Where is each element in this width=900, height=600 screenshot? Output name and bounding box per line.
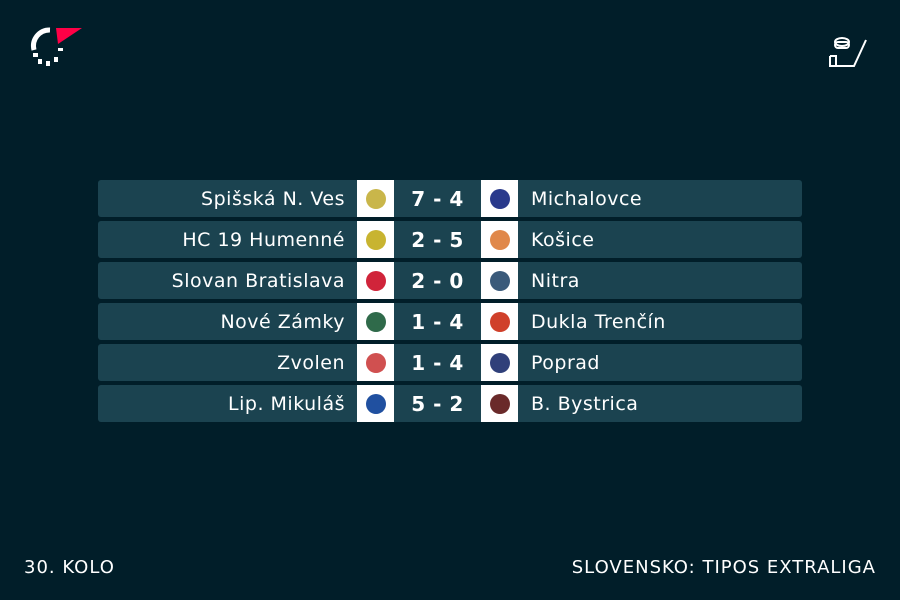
hockey-icon[interactable] bbox=[828, 36, 868, 68]
away-team-logo bbox=[481, 344, 518, 381]
round-label: 30. KOLO bbox=[24, 557, 115, 578]
score: 1 - 4 bbox=[411, 309, 464, 334]
home-team-logo bbox=[357, 385, 394, 422]
match-row[interactable]: HC 19 Humenné 2 - 5 Košice bbox=[98, 221, 802, 258]
home-team-logo bbox=[357, 303, 394, 340]
home-team-logo bbox=[357, 344, 394, 381]
score: 2 - 5 bbox=[411, 227, 464, 252]
team-logo-icon bbox=[365, 393, 386, 414]
match-row[interactable]: Spišská N. Ves 7 - 4 Michalovce bbox=[98, 180, 802, 217]
team-logo-icon bbox=[365, 352, 386, 373]
away-team: Dukla Trenčín bbox=[531, 310, 666, 333]
score: 5 - 2 bbox=[411, 391, 464, 416]
team-logo-icon bbox=[489, 352, 510, 373]
score: 2 - 0 bbox=[411, 268, 464, 293]
away-team-logo bbox=[481, 221, 518, 258]
home-team: Lip. Mikuláš bbox=[228, 392, 345, 415]
flashscore-logo[interactable] bbox=[28, 26, 82, 66]
team-logo-icon bbox=[489, 311, 510, 332]
team-logo-icon bbox=[489, 229, 510, 250]
team-logo-icon bbox=[489, 270, 510, 291]
team-logo-icon bbox=[365, 229, 386, 250]
score: 1 - 4 bbox=[411, 350, 464, 375]
away-team-logo bbox=[481, 180, 518, 217]
away-team: Nitra bbox=[531, 269, 580, 292]
score: 7 - 4 bbox=[411, 186, 464, 211]
team-logo-icon bbox=[365, 270, 386, 291]
team-logo-icon bbox=[365, 311, 386, 332]
home-team: Zvolen bbox=[277, 351, 345, 374]
team-logo-icon bbox=[489, 188, 510, 209]
away-team: B. Bystrica bbox=[531, 392, 639, 415]
home-team: Slovan Bratislava bbox=[171, 269, 345, 292]
away-team: Michalovce bbox=[531, 187, 643, 210]
results-list: Spišská N. Ves 7 - 4 Michalovce HC 19 Hum… bbox=[98, 180, 802, 426]
home-team: Nové Zámky bbox=[220, 310, 345, 333]
away-team-logo bbox=[481, 262, 518, 299]
away-team: Košice bbox=[531, 228, 595, 251]
match-row[interactable]: Lip. Mikuláš 5 - 2 B. Bystrica bbox=[98, 385, 802, 422]
away-team: Poprad bbox=[531, 351, 600, 374]
home-team-logo bbox=[357, 262, 394, 299]
home-team-logo bbox=[357, 221, 394, 258]
match-row[interactable]: Zvolen 1 - 4 Poprad bbox=[98, 344, 802, 381]
match-row[interactable]: Slovan Bratislava 2 - 0 Nitra bbox=[98, 262, 802, 299]
home-team: Spišská N. Ves bbox=[201, 187, 345, 210]
away-team-logo bbox=[481, 303, 518, 340]
team-logo-icon bbox=[365, 188, 386, 209]
home-team-logo bbox=[357, 180, 394, 217]
league-label: SLOVENSKO: TIPOS EXTRALIGA bbox=[571, 557, 876, 578]
away-team-logo bbox=[481, 385, 518, 422]
team-logo-icon bbox=[489, 393, 510, 414]
home-team: HC 19 Humenné bbox=[182, 228, 345, 251]
match-row[interactable]: Nové Zámky 1 - 4 Dukla Trenčín bbox=[98, 303, 802, 340]
